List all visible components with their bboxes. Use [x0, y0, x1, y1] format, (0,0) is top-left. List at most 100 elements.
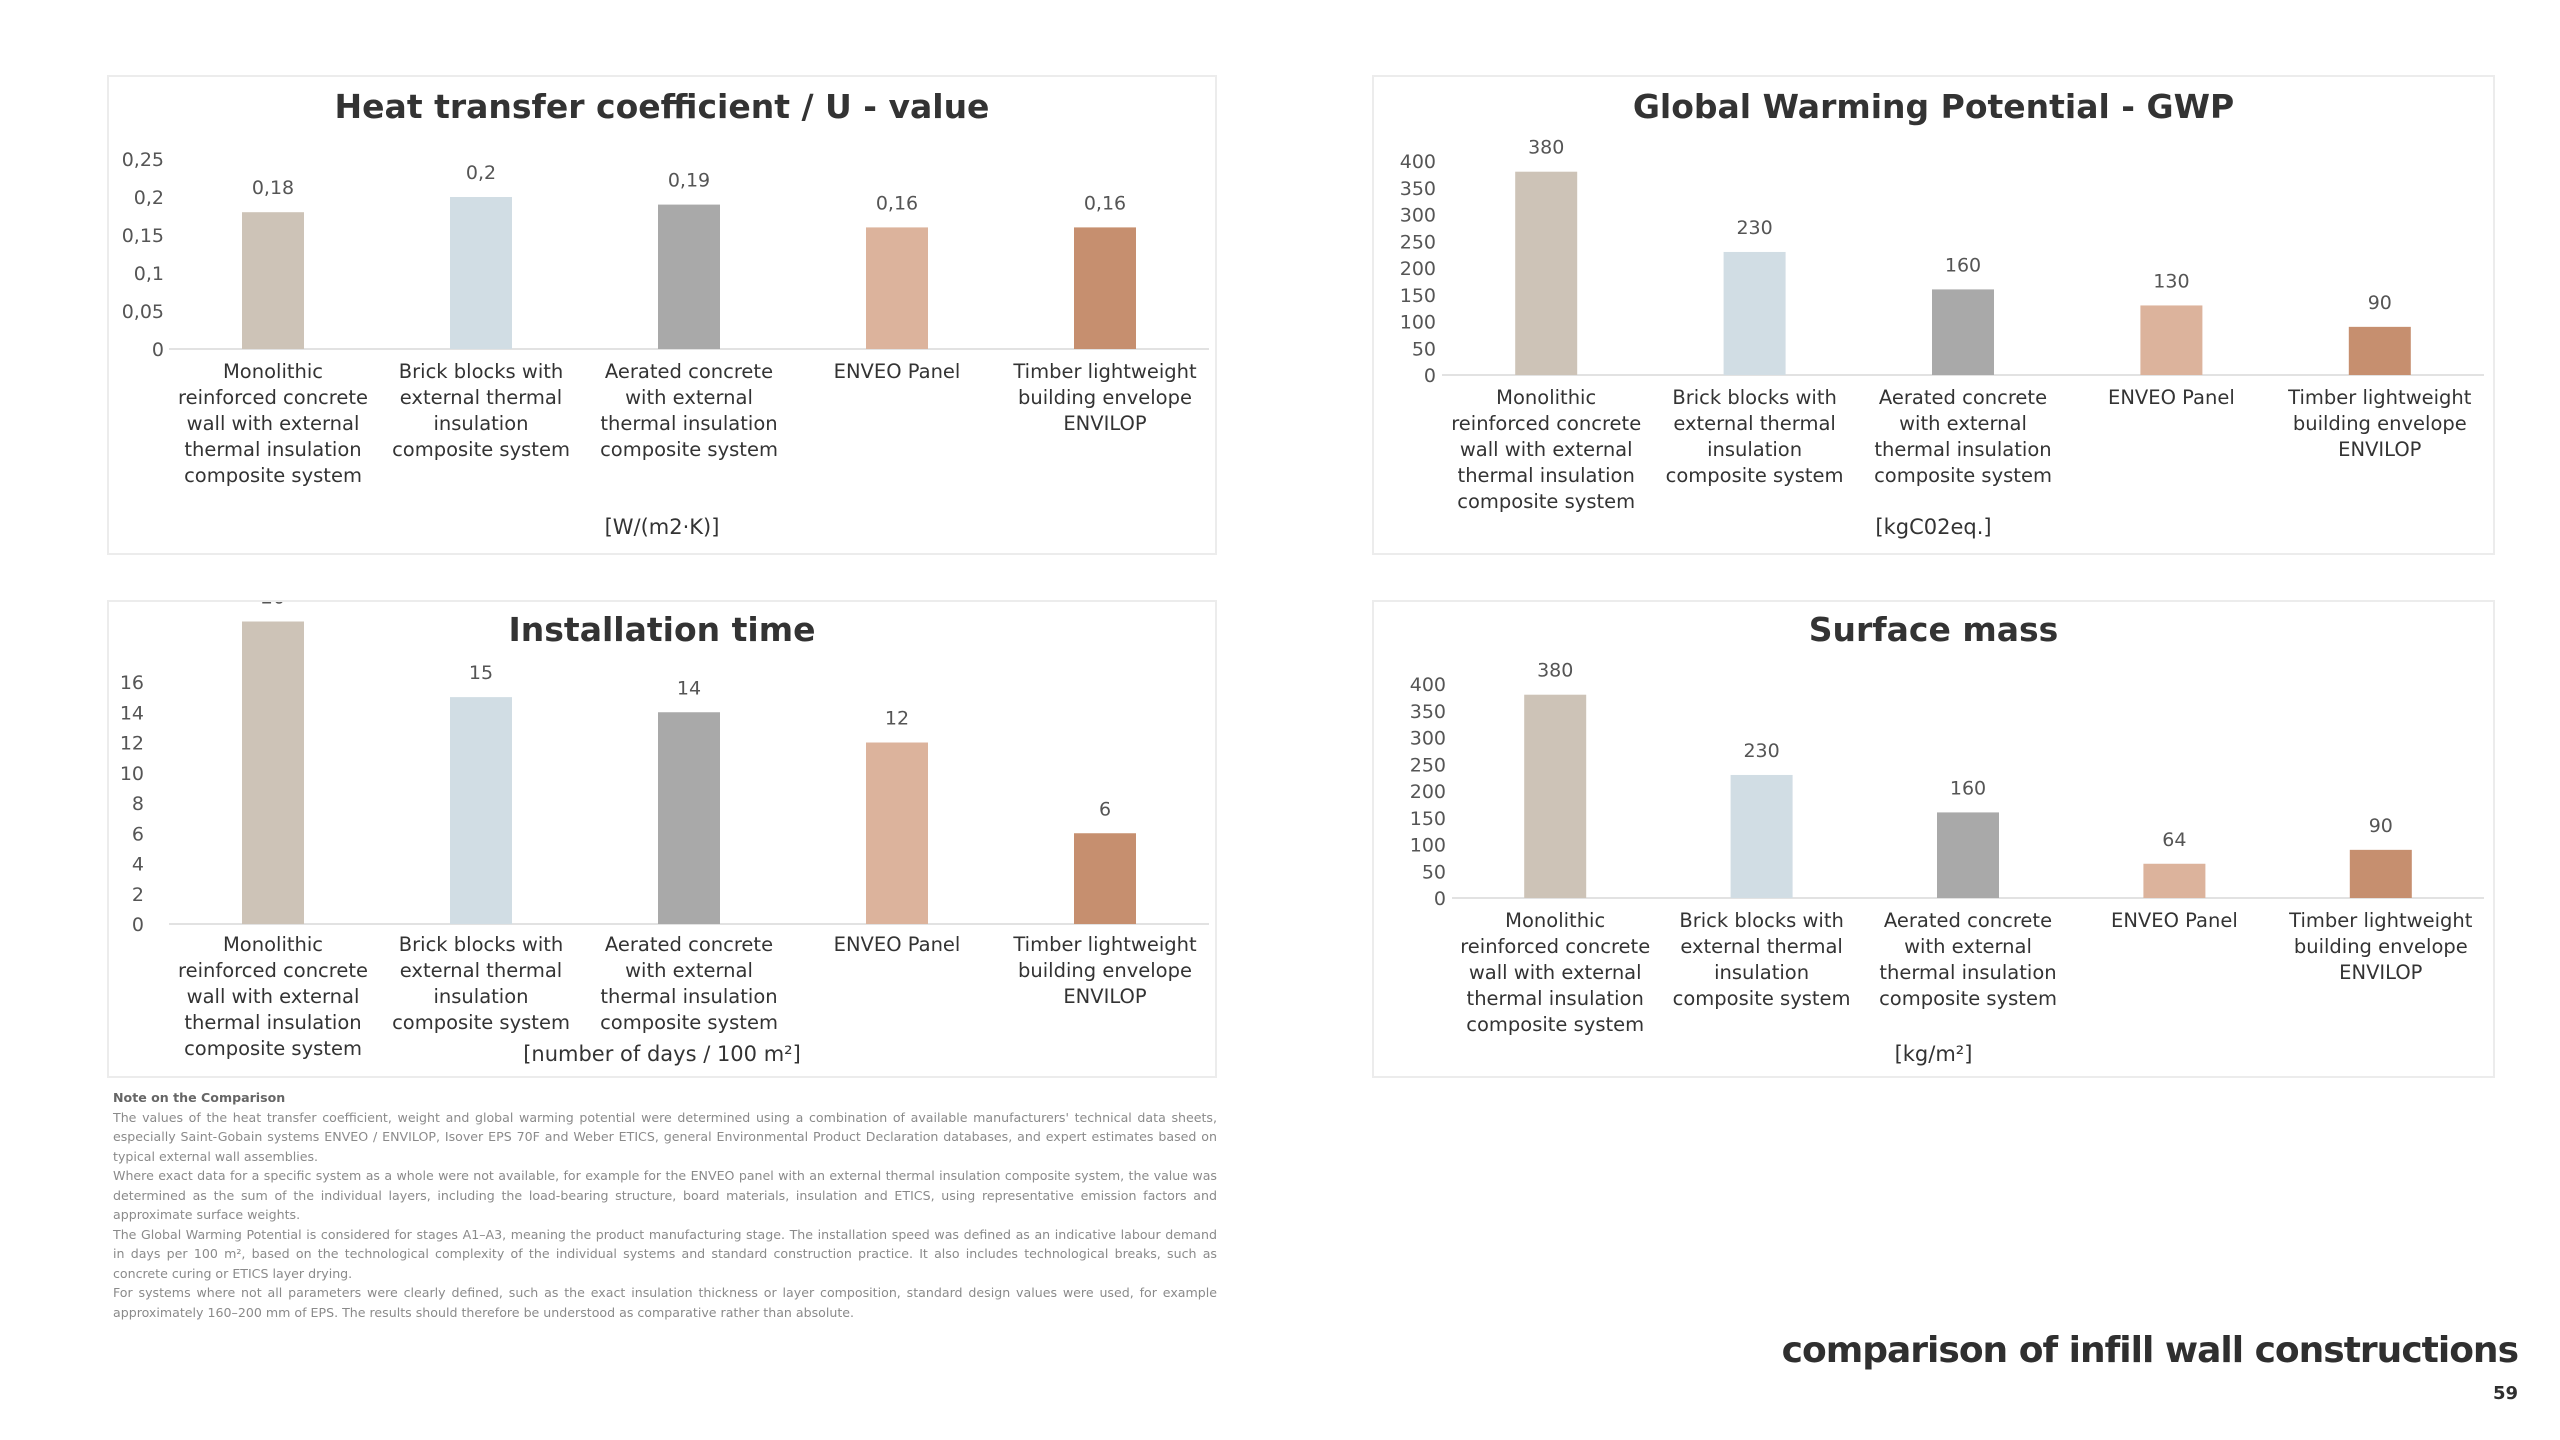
category-label-line: Brick blocks with — [1679, 909, 1844, 932]
category-label-line: wall with external — [1468, 961, 1642, 984]
data-label: 380 — [1528, 137, 1564, 159]
data-label: 6 — [1099, 798, 1111, 820]
category-label-line: wall with external — [1459, 438, 1633, 461]
y-tick-label: 0 — [132, 914, 144, 936]
category-label-line: thermal insulation — [184, 438, 362, 461]
chart-title: Installation time — [508, 610, 816, 649]
unit-label: [W/(m2·K)] — [604, 515, 720, 539]
y-tick-label: 200 — [1400, 258, 1436, 280]
category-label-line: ENVEO Panel — [2111, 909, 2238, 932]
y-tick-label: 300 — [1410, 728, 1446, 750]
category-label-line: composite system — [184, 1037, 362, 1060]
data-label: 0,16 — [876, 192, 918, 214]
y-tick-label: 4 — [132, 854, 144, 876]
installation-time-chart: 0 2 4 6 8 10 12 14 16 20 15 14 12 6 — [120, 602, 1209, 936]
category-label-line: external thermal — [1680, 935, 1843, 958]
y-tick-label: 150 — [1410, 808, 1446, 830]
unit-label: [kg/m²] — [1894, 1042, 1973, 1066]
chart-title: Global Warming Potential - GWP — [1632, 87, 2235, 126]
category-label-line: reinforced concrete — [1460, 935, 1651, 958]
bar — [2140, 305, 2203, 375]
category-label-line: Monolithic — [1505, 909, 1606, 932]
bar — [242, 621, 304, 924]
category-label-line: insulation — [1707, 438, 1803, 461]
note-paragraph: Where exact data for a specific system a… — [113, 1168, 1217, 1222]
category-label: Brick blocks with external thermal insulat… — [386, 932, 576, 1036]
category-label: Aerated concrete with external thermal ins… — [1868, 385, 2058, 489]
category-label-line: reinforced concrete — [178, 386, 369, 409]
y-tick-label: 16 — [120, 672, 144, 694]
y-tick-label: 14 — [120, 702, 144, 724]
category-label-line: composite system — [1665, 464, 1844, 487]
category-label-line: with external — [1899, 412, 2027, 435]
data-label: 20 — [261, 602, 285, 609]
category-label-line: thermal insulation — [1874, 438, 2052, 461]
y-tick-label: 0,1 — [134, 263, 164, 285]
y-tick-label: 350 — [1400, 178, 1436, 200]
y-tick-label: 400 — [1400, 151, 1436, 173]
category-label-line: composite system — [1879, 987, 2057, 1010]
category-label: ENVEO Panel — [2079, 908, 2269, 934]
y-tick-label: 400 — [1410, 674, 1446, 696]
bar — [1074, 227, 1136, 349]
category-label-line: ENVEO Panel — [833, 360, 961, 383]
y-tick-label: 0 — [1434, 888, 1446, 910]
category-label-line: Timber lightweight — [2288, 386, 2472, 409]
category-label-line: insulation — [433, 985, 529, 1008]
data-label: 160 — [1950, 777, 1986, 799]
category-label-line: wall with external — [186, 412, 360, 435]
bar — [1723, 251, 1786, 375]
bar — [1515, 171, 1578, 375]
category-label-line: with external — [1904, 935, 2032, 958]
y-tick-label: 50 — [1422, 861, 1446, 883]
y-tick-label: 250 — [1400, 231, 1436, 253]
category-label-line: composite system — [600, 438, 778, 461]
category-label-line: thermal insulation — [600, 985, 778, 1008]
category-label: ENVEO Panel — [2076, 385, 2266, 411]
bar — [1074, 833, 1136, 924]
y-tick-label: 100 — [1400, 312, 1436, 334]
category-label-line: thermal insulation — [1457, 464, 1635, 487]
category-label-line: Monolithic — [1496, 386, 1597, 409]
category-label-line: thermal insulation — [184, 1011, 362, 1034]
category-label-line: composite system — [1672, 987, 1851, 1010]
category-label-line: Monolithic — [222, 933, 324, 956]
category-label: Aerated concrete with external thermal ins… — [594, 932, 784, 1036]
y-tick-label: 0 — [152, 339, 164, 361]
y-tick-label: 10 — [120, 763, 144, 785]
category-label-line: Brick blocks with — [398, 933, 564, 956]
category-label-line: external thermal — [399, 386, 563, 409]
category-label-line: Timber lightweight — [1013, 360, 1197, 383]
surface-mass-chart-panel: Surface mass 0 50 100 150 200 250 300 350 400 380… — [1372, 600, 2495, 1078]
category-label-line: composite system — [1457, 490, 1636, 513]
surface-mass-chart: 0 50 100 150 200 250 300 350 400 380 230 160 64 90 — [1410, 660, 2484, 910]
bar — [450, 697, 512, 924]
y-tick-label: 2 — [132, 884, 144, 906]
category-label: Timber lightweight building envelope ENVIL… — [1010, 359, 1200, 437]
y-tick-label: 6 — [132, 823, 144, 845]
category-label: Brick blocks with external thermal insulat… — [1667, 908, 1857, 1012]
category-label-line: Timber lightweight — [2289, 909, 2473, 932]
y-tick-label: 0,2 — [134, 187, 164, 209]
category-label-line: thermal insulation — [1879, 961, 2057, 984]
bar — [866, 227, 928, 349]
bar — [1730, 774, 1793, 898]
category-label-line: ENVILOP — [2339, 961, 2423, 984]
category-label: Timber lightweight building envelope ENVIL… — [1010, 932, 1200, 1010]
category-label: Aerated concrete with external thermal ins… — [1873, 908, 2063, 1012]
y-tick-label: 200 — [1410, 781, 1446, 803]
data-label: 230 — [1743, 740, 1779, 762]
data-label: 0,18 — [252, 177, 294, 199]
y-tick-label: 350 — [1410, 701, 1446, 723]
note-title: Note on the Comparison — [113, 1090, 286, 1105]
bar — [242, 212, 304, 349]
category-label-line: ENVEO Panel — [833, 933, 961, 956]
data-label: 12 — [885, 708, 909, 730]
data-label: 0,19 — [668, 170, 710, 192]
category-label-line: building envelope — [2293, 935, 2468, 958]
bar — [1937, 812, 1999, 898]
data-label: 90 — [2369, 815, 2393, 837]
category-label-line: composite system — [392, 1011, 570, 1034]
data-label: 0,16 — [1084, 192, 1126, 214]
